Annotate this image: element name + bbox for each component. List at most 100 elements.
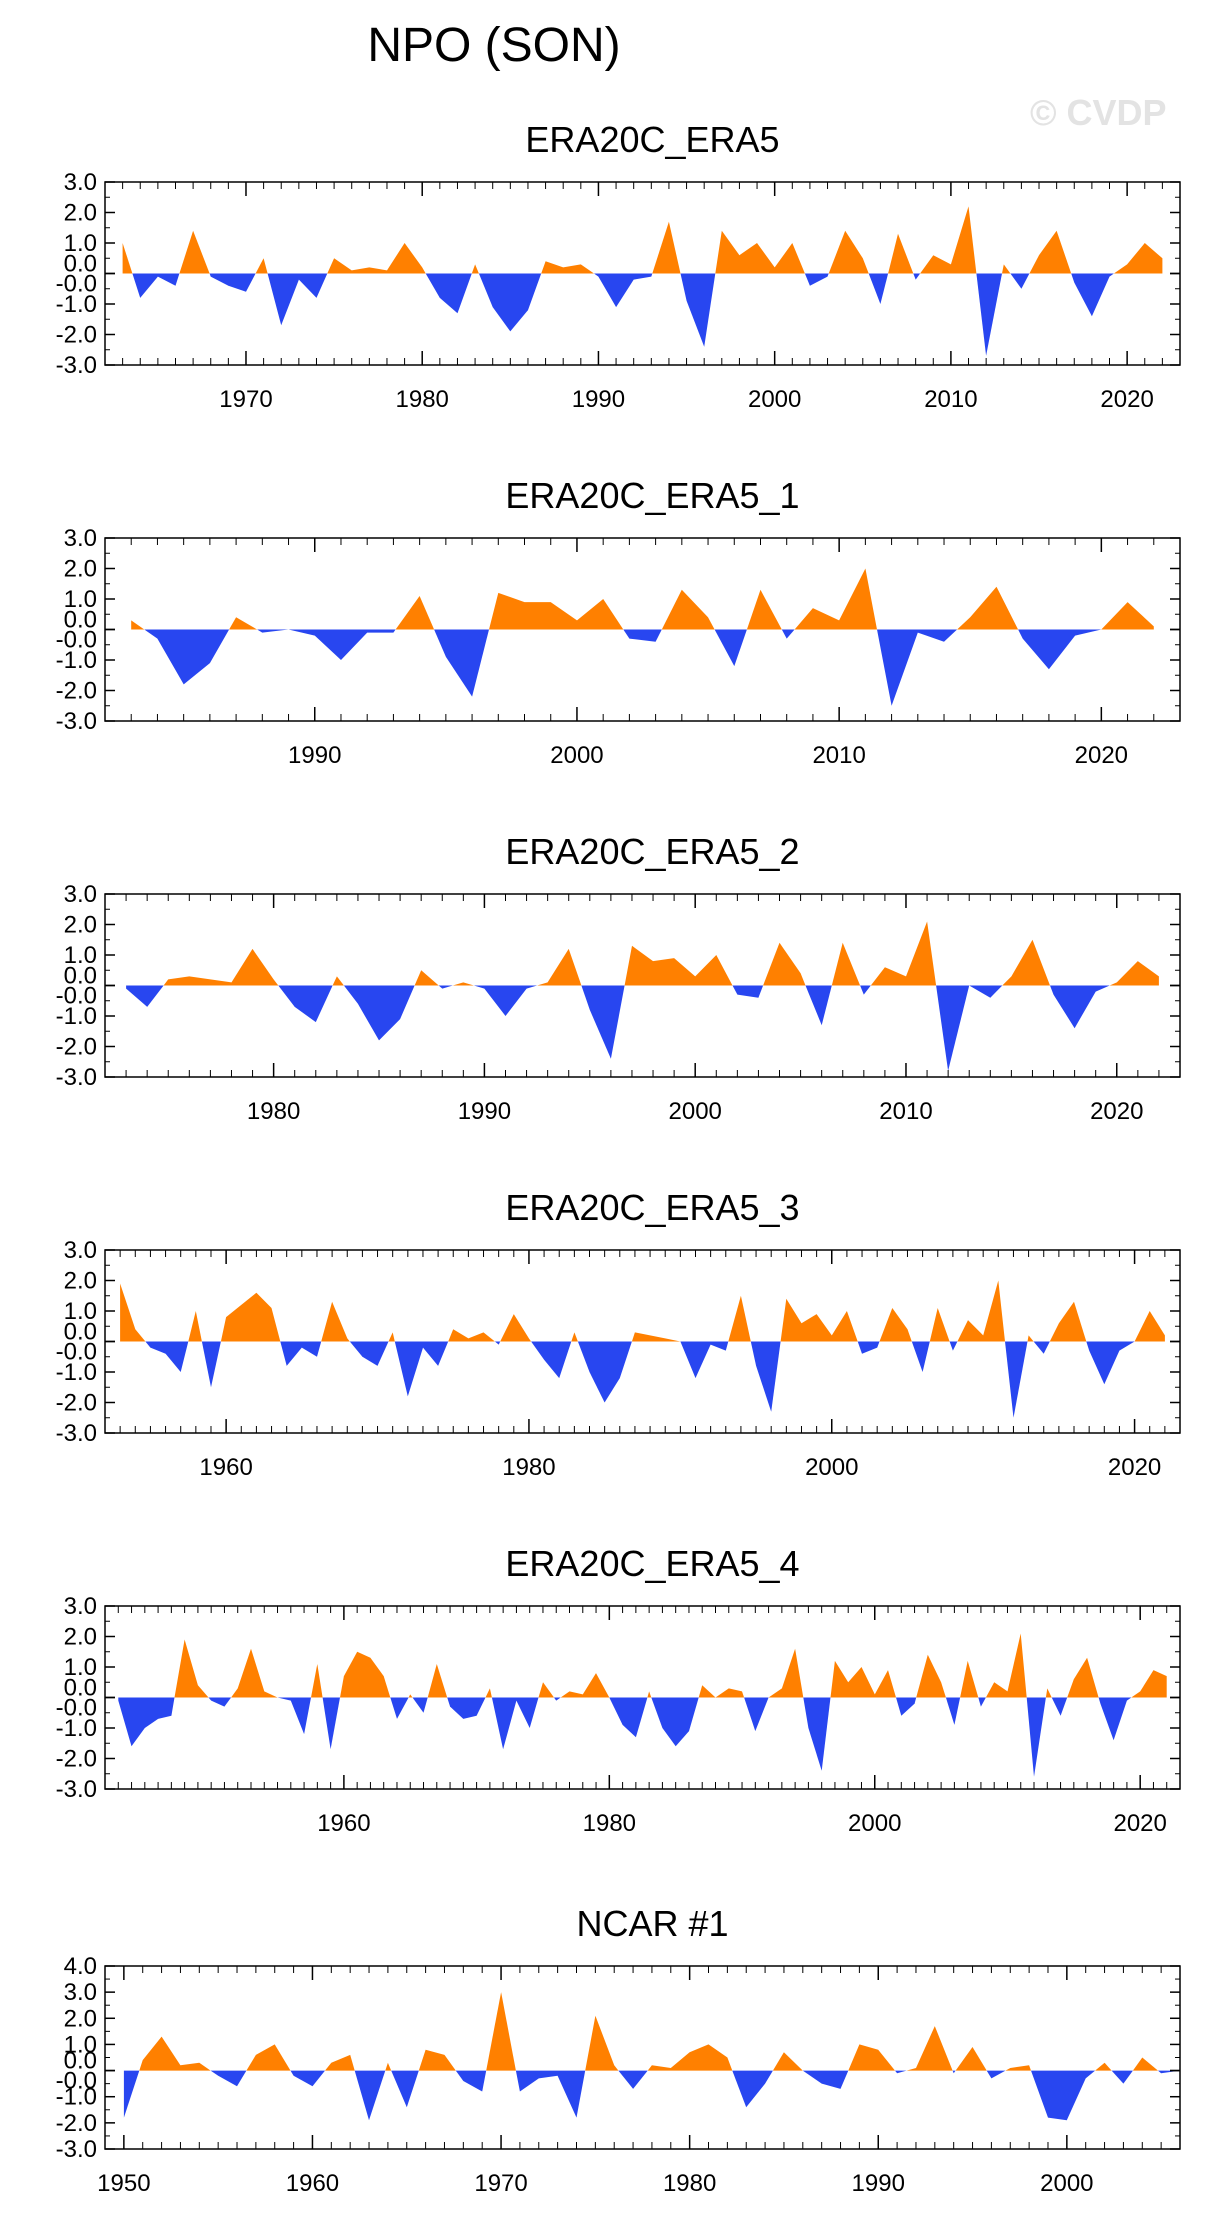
area-negative-era20c-era5-9	[913, 273, 921, 280]
area-negative-ncar-1-13	[1031, 2070, 1096, 2121]
area-positive-era20c-era5-3-6	[500, 1314, 532, 1342]
area-positive-era20c-era5-4-7	[538, 1682, 554, 1698]
area-negative-era20c-era5-2-10	[969, 985, 1003, 998]
area-positive-ncar-1-6	[585, 2015, 619, 2071]
ytick-label-ncar-1-0: 4.0	[64, 1953, 97, 1980]
xtick-label-era20c-era5-3-1: 1980	[502, 1454, 555, 1481]
area-positive-era20c-era5-4-8	[560, 1673, 610, 1698]
ytick-label-ncar-1-3: 1.0	[64, 2031, 97, 2058]
area-positive-era20c-era5-3-12	[929, 1308, 950, 1342]
area-negative-era20c-era5-2-11	[1050, 985, 1110, 1029]
xtick-label-era20c-era5-1-0: 1990	[288, 742, 341, 769]
area-negative-era20c-era5-7	[804, 273, 829, 286]
area-positive-era20c-era5-4-3	[340, 1651, 391, 1698]
area-negative-era20c-era5-3-5	[494, 1341, 501, 1345]
ytick-label-era20c-era5-1-2: 1.0	[64, 586, 97, 613]
ytick-label-era20c-era5-1-5: -1.0	[56, 647, 97, 674]
area-positive-era20c-era5-3-1	[188, 1311, 202, 1342]
xtick-label-era20c-era5-1-2: 2010	[812, 742, 865, 769]
area-positive-ncar-1-13	[1095, 2062, 1112, 2071]
xtick-label-era20c-era5-5: 2020	[1100, 386, 1153, 413]
area-positive-era20c-era5-3-9	[728, 1295, 751, 1342]
ytick-label-era20c-era5-0: 3.0	[64, 169, 97, 196]
area-negative-era20c-era5-1-1	[257, 629, 289, 633]
area-negative-ncar-1-0	[123, 2070, 140, 2118]
area-negative-era20c-era5-4-18	[1098, 1697, 1132, 1741]
area-positive-era20c-era5-4-13	[916, 1654, 946, 1698]
area-positive-era20c-era5-4-6	[485, 1688, 492, 1698]
xtick-label-era20c-era5-4-3: 2020	[1113, 1810, 1166, 1837]
area-positive-era20c-era5-9	[888, 233, 914, 274]
ytick-label-era20c-era5-1-4: -0.0	[56, 627, 97, 654]
ytick-label-era20c-era5-2-3: 0.0	[64, 963, 97, 990]
area-positive-era20c-era5-2-1	[332, 976, 344, 986]
area-positive-ncar-1-4	[418, 2049, 456, 2071]
chart-panel-era20c-era5-1: ERA20C_ERA5_1 3.0 2.0 1.00.0-0.0-1.0 -2.0 -3.…	[56, 475, 1181, 769]
area-negative-era20c-era5-3-2	[280, 1341, 322, 1366]
area-negative-ncar-1-7	[618, 2070, 648, 2089]
area-positive-era20c-era5-1-7	[794, 568, 877, 630]
ytick-label-ncar-1-7: -2.0	[56, 2110, 97, 2137]
area-positive-era20c-era5-4-18	[1131, 1670, 1167, 1698]
ytick-label-era20c-era5-2-7: -3.0	[56, 1064, 97, 1091]
ytick-label-ncar-1-4: 0.0	[64, 2048, 97, 2075]
panel-title-era20c-era5-2: ERA20C_ERA5_2	[505, 831, 799, 872]
ytick-label-era20c-era5-3-1: 2.0	[64, 1268, 97, 1295]
area-positive-ncar-1-8	[772, 2052, 803, 2071]
area-positive-era20c-era5-4-2	[311, 1664, 323, 1698]
area-negative-ncar-1-4	[391, 2070, 419, 2108]
xtick-label-era20c-era5-2-1: 1990	[458, 1098, 511, 1125]
area-negative-era20c-era5-3-4	[394, 1341, 449, 1397]
area-positive-era20c-era5-4-16	[1045, 1688, 1052, 1698]
ytick-label-era20c-era5-2: 1.0	[64, 230, 97, 257]
area-positive-era20c-era5-7	[715, 230, 805, 274]
area-positive-era20c-era5-10	[920, 206, 977, 274]
area-positive-ncar-1-1	[246, 2044, 291, 2071]
xtick-label-era20c-era5-4-1: 1980	[583, 1810, 636, 1837]
panel-title-era20c-era5: ERA20C_ERA5	[525, 119, 779, 160]
ytick-label-era20c-era5-4-0: 3.0	[64, 1593, 97, 1620]
area-positive-ncar-1-11	[955, 2047, 987, 2071]
xtick-label-ncar-1-1: 1960	[286, 2170, 339, 2197]
area-negative-era20c-era5-4-13	[896, 1697, 917, 1716]
area-negative-ncar-1-2	[290, 2070, 325, 2087]
area-negative-era20c-era5-12	[1071, 273, 1114, 317]
area-positive-era20c-era5-3-4	[388, 1332, 395, 1342]
area-positive-era20c-era5-1-4	[489, 592, 624, 630]
area-negative-era20c-era5-2-7	[805, 985, 832, 1026]
area-negative-ncar-1-10	[895, 2070, 907, 2074]
area-negative-era20c-era5-3-1	[201, 1341, 221, 1388]
area-negative-era20c-era5-2	[267, 273, 328, 326]
area-positive-era20c-era5-2-11	[1109, 961, 1159, 986]
area-negative-ncar-1-11	[952, 2070, 956, 2074]
ytick-label-era20c-era5-1-7: -3.0	[56, 708, 97, 735]
xtick-label-era20c-era5-3-3: 2020	[1108, 1454, 1161, 1481]
area-positive-era20c-era5-1-9	[1101, 602, 1154, 630]
xtick-label-era20c-era5-3-0: 1960	[199, 1454, 252, 1481]
chart-panel-era20c-era5-3: ERA20C_ERA5_3 3.0 2.0 1.00.0-0.0-1.0 -2.0 -3.…	[56, 1187, 1181, 1481]
area-negative-era20c-era5-4-7	[491, 1697, 539, 1750]
area-positive-era20c-era5-3-7	[571, 1332, 578, 1342]
area-positive-era20c-era5-4-12	[830, 1660, 896, 1698]
watermark: © CVDP	[1030, 92, 1167, 133]
area-positive-ncar-1-7	[647, 2044, 733, 2071]
area-positive-ncar-1-12	[1005, 2065, 1031, 2071]
area-negative-era20c-era5-2-3	[438, 985, 453, 989]
area-negative-era20c-era5-3-15	[1086, 1341, 1135, 1385]
ytick-label-era20c-era5-5: -1.0	[56, 291, 97, 318]
ytick-label-era20c-era5-3-2: 1.0	[64, 1298, 97, 1325]
area-positive-era20c-era5-3-0	[120, 1283, 146, 1342]
area-positive-era20c-era5-1-0	[131, 620, 145, 630]
area-positive-ncar-1-5	[486, 1992, 516, 2071]
xtick-label-era20c-era5-2-3: 2010	[879, 1098, 932, 1125]
area-negative-era20c-era5-3-8	[680, 1341, 729, 1379]
area-negative-era20c-era5-3-14	[1033, 1341, 1050, 1354]
ytick-label-era20c-era5-4-5: -1.0	[56, 1715, 97, 1742]
area-negative-era20c-era5-2-9	[936, 985, 970, 1071]
panel-title-era20c-era5-3: ERA20C_ERA5_3	[505, 1187, 799, 1228]
ytick-label-era20c-era5-4-3: 0.0	[64, 1675, 97, 1702]
area-negative-era20c-era5-2-8	[860, 985, 871, 995]
area-negative-era20c-era5-3-12	[949, 1341, 958, 1351]
area-negative-era20c-era5-8	[868, 273, 889, 304]
area-positive-era20c-era5-3	[327, 243, 426, 274]
